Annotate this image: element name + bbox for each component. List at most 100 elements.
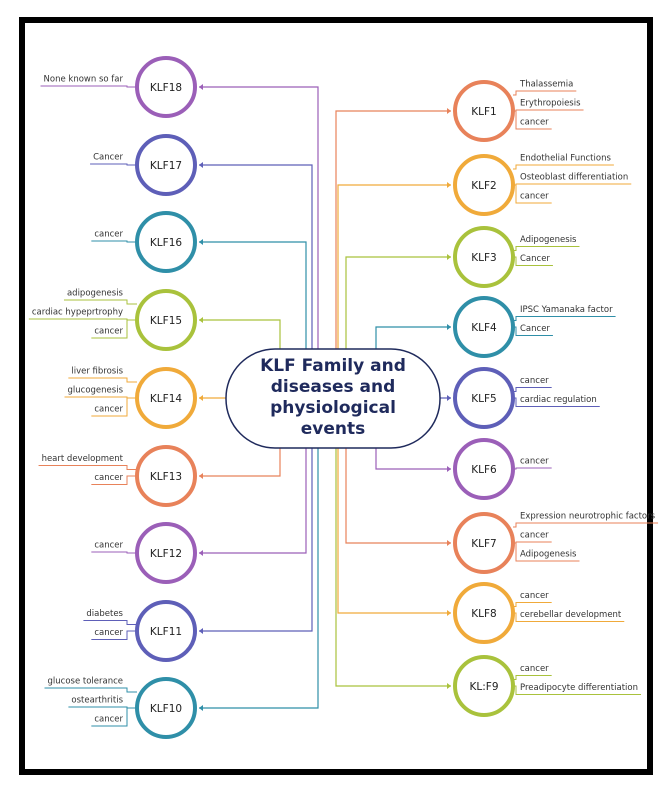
item-label: Adipogenesis xyxy=(520,235,577,245)
item-label: None known so far xyxy=(44,75,124,85)
arrow-head xyxy=(199,317,203,323)
node-label: KLF2 xyxy=(471,180,496,192)
arrow-head xyxy=(199,84,203,90)
item-underline xyxy=(90,163,137,166)
node-label: KLF15 xyxy=(150,315,182,327)
item-label: cancer xyxy=(520,376,549,386)
item-label: diabetes xyxy=(86,609,123,619)
node-circle xyxy=(453,296,515,358)
item-underline xyxy=(91,240,137,243)
item-underline xyxy=(513,316,616,321)
item-label: cancer xyxy=(520,664,549,674)
item-label: cardiac hypeprtrophy xyxy=(32,308,123,318)
item-underline xyxy=(63,299,137,305)
item-label: cancer xyxy=(94,628,123,638)
node-label: KLF12 xyxy=(150,548,182,560)
arrow-head xyxy=(199,705,203,711)
item-label: cancer xyxy=(520,591,549,601)
item-label: cancer xyxy=(520,118,549,128)
node-label: KLF7 xyxy=(471,538,496,550)
node-circle xyxy=(453,367,515,429)
item-underline xyxy=(91,397,137,417)
item-label: Cancer xyxy=(93,153,123,163)
node-circle xyxy=(453,438,515,500)
node-label: KLF1 xyxy=(471,106,496,118)
item-underline xyxy=(513,387,552,392)
item-label: Osteoblast differentiation xyxy=(520,173,628,183)
item-label: Cancer xyxy=(520,254,550,264)
item-underline xyxy=(91,551,137,554)
node-label: KLF14 xyxy=(150,393,182,405)
item-underline xyxy=(83,620,137,625)
node-circle xyxy=(453,80,515,142)
arrow-head xyxy=(447,540,451,546)
item-label: cancer xyxy=(520,531,549,541)
node-circle xyxy=(135,56,197,118)
arrow-head xyxy=(447,466,451,472)
item-underline xyxy=(513,164,614,170)
item-label: IPSC Yamanaka factor xyxy=(520,305,613,315)
node-circle xyxy=(135,289,197,351)
node-circle xyxy=(135,677,197,739)
arrow-head xyxy=(447,610,451,616)
arrow-head xyxy=(199,550,203,556)
item-underline xyxy=(91,630,137,640)
item-label: heart development xyxy=(42,454,124,464)
item-underline xyxy=(513,467,552,470)
node-label: KLF10 xyxy=(150,703,182,715)
item-underline xyxy=(38,465,137,470)
arrow-head xyxy=(199,473,203,479)
node-circle xyxy=(453,154,515,216)
frame xyxy=(19,17,653,775)
item-label: Cancer xyxy=(520,324,550,334)
node-label: KLF17 xyxy=(150,160,182,172)
item-underline xyxy=(513,246,580,251)
arrow-head xyxy=(199,395,203,401)
item-underline xyxy=(513,675,552,680)
node-label: KLF5 xyxy=(471,393,496,405)
item-underline xyxy=(513,541,552,544)
item-underline xyxy=(513,183,632,186)
node-label: KLF8 xyxy=(471,608,496,620)
item-label: cancer xyxy=(94,715,123,725)
node-label: KLF18 xyxy=(150,82,182,94)
item-label: Preadipocyte differentiation xyxy=(520,683,638,693)
node-circle xyxy=(135,600,197,662)
node-circle xyxy=(135,445,197,507)
item-underline xyxy=(28,318,137,321)
item-underline xyxy=(91,319,137,339)
item-label: cancer xyxy=(94,405,123,415)
item-underline xyxy=(91,475,137,485)
item-underline xyxy=(91,707,137,727)
item-label: glucose tolerance xyxy=(48,677,124,687)
arrow-head xyxy=(447,683,451,689)
node-label: KLF11 xyxy=(150,626,182,638)
node-circle xyxy=(453,226,515,288)
item-label: Expression neurotrophic factors xyxy=(520,512,656,522)
node-label: KLF4 xyxy=(471,322,497,334)
arrow-head xyxy=(447,108,451,114)
arrow-head xyxy=(199,239,203,245)
node-circle xyxy=(453,655,515,717)
item-label: cerebellar development xyxy=(520,610,622,620)
node-circle xyxy=(453,512,515,574)
item-underline xyxy=(68,377,137,383)
item-underline xyxy=(513,90,577,96)
item-label: ostearthritis xyxy=(71,696,123,706)
arrow-head xyxy=(447,324,451,330)
item-label: cancer xyxy=(94,541,123,551)
node-circle xyxy=(135,522,197,584)
item-underline xyxy=(40,85,137,88)
item-label: liver fibrosis xyxy=(71,367,123,377)
item-label: cancer xyxy=(94,473,123,483)
node-label: KLF16 xyxy=(150,237,182,249)
item-label: adipogenesis xyxy=(67,289,124,299)
item-label: cancer xyxy=(94,327,123,337)
item-label: Adipogenesis xyxy=(520,550,577,560)
item-underline xyxy=(513,602,552,607)
item-label: glucogenesis xyxy=(68,386,124,396)
arrow-head xyxy=(199,162,203,168)
arrow-head xyxy=(447,182,451,188)
